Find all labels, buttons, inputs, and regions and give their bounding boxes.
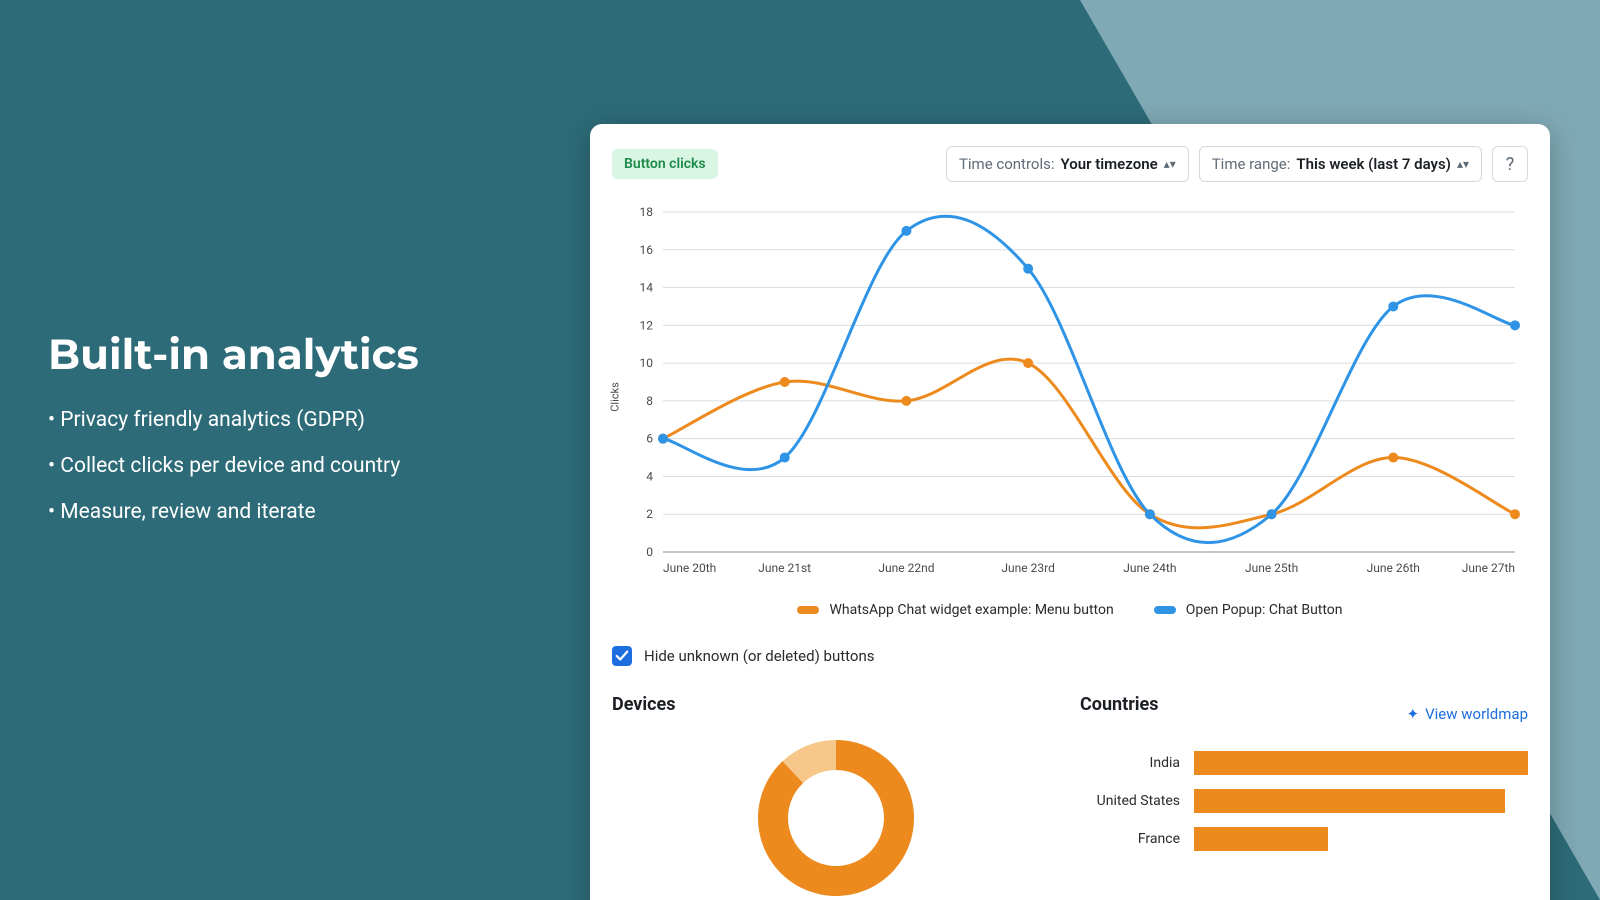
sparkle-icon: ✦ bbox=[1407, 705, 1420, 723]
line-chart-svg: 0 2 4 6 8 10 12 14 16 18 June 20th June 21st June 22… bbox=[612, 202, 1528, 592]
svg-text:10: 10 bbox=[640, 356, 654, 370]
help-button[interactable]: ? bbox=[1492, 146, 1528, 182]
country-bar-track bbox=[1194, 789, 1528, 813]
check-icon bbox=[615, 649, 629, 663]
sort-icon: ▴▾ bbox=[1457, 157, 1469, 171]
sort-icon: ▴▾ bbox=[1164, 157, 1176, 171]
analytics-panel: Button clicks Time controls: Your timezo… bbox=[590, 124, 1550, 900]
button-clicks-badge: Button clicks bbox=[612, 149, 718, 179]
marketing-copy: Built-in analytics Privacy friendly anal… bbox=[48, 330, 528, 546]
bullet-item: Privacy friendly analytics (GDPR) bbox=[48, 408, 528, 432]
svg-text:18: 18 bbox=[640, 205, 654, 219]
bullet-item: Measure, review and iterate bbox=[48, 500, 528, 524]
svg-text:June 23rd: June 23rd bbox=[1001, 561, 1054, 575]
svg-text:June 24th: June 24th bbox=[1123, 561, 1176, 575]
time-controls-select[interactable]: Time controls: Your timezone ▴▾ bbox=[946, 146, 1189, 182]
hide-unknown-checkbox[interactable] bbox=[612, 646, 632, 666]
lower-section: Devices Countries ✦ View worldmap India U… bbox=[612, 694, 1528, 900]
country-bar-row: India bbox=[1080, 751, 1528, 775]
legend-label: WhatsApp Chat widget example: Menu butto… bbox=[829, 602, 1113, 618]
legend-label: Open Popup: Chat Button bbox=[1186, 602, 1343, 618]
country-label: India bbox=[1080, 755, 1180, 771]
hide-unknown-label: Hide unknown (or deleted) buttons bbox=[644, 647, 874, 665]
view-worldmap-link[interactable]: ✦ View worldmap bbox=[1407, 705, 1528, 723]
legend-item: WhatsApp Chat widget example: Menu butto… bbox=[797, 602, 1113, 618]
legend-swatch bbox=[1154, 606, 1176, 614]
svg-text:8: 8 bbox=[646, 394, 653, 408]
country-bar-fill bbox=[1194, 789, 1505, 813]
country-bar-track bbox=[1194, 827, 1528, 851]
clicks-line-chart: Clicks 024681012141618June 20thJune 21st… bbox=[612, 202, 1528, 592]
svg-text:June 22nd: June 22nd bbox=[878, 561, 934, 575]
time-controls-label: Time controls: bbox=[959, 155, 1055, 173]
country-bar-row: France bbox=[1080, 827, 1528, 851]
help-icon: ? bbox=[1506, 154, 1515, 175]
country-label: United States bbox=[1080, 793, 1180, 809]
svg-text:2: 2 bbox=[646, 507, 653, 521]
svg-text:4: 4 bbox=[646, 469, 653, 483]
headline: Built-in analytics bbox=[48, 330, 528, 378]
countries-bar-chart: India United States France bbox=[1080, 751, 1528, 851]
time-range-select[interactable]: Time range: This week (last 7 days) ▴▾ bbox=[1199, 146, 1482, 182]
toolbar-right: Time controls: Your timezone ▴▾ Time ran… bbox=[946, 146, 1528, 182]
time-range-value: This week (last 7 days) bbox=[1296, 155, 1451, 173]
country-bar-fill bbox=[1194, 751, 1528, 775]
bullet-list: Privacy friendly analytics (GDPR) Collec… bbox=[48, 408, 528, 524]
countries-column: Countries ✦ View worldmap India United St… bbox=[1080, 694, 1528, 900]
country-label: France bbox=[1080, 831, 1180, 847]
svg-text:16: 16 bbox=[640, 243, 654, 257]
country-bar-track bbox=[1194, 751, 1528, 775]
promo-stage: Built-in analytics Privacy friendly anal… bbox=[0, 0, 1600, 900]
panel-toolbar: Button clicks Time controls: Your timezo… bbox=[612, 146, 1528, 182]
svg-text:12: 12 bbox=[640, 318, 654, 332]
svg-text:6: 6 bbox=[646, 432, 653, 446]
bullet-item: Collect clicks per device and country bbox=[48, 454, 528, 478]
country-bar-row: United States bbox=[1080, 789, 1528, 813]
devices-column: Devices bbox=[612, 694, 1060, 900]
svg-text:0: 0 bbox=[646, 545, 653, 559]
legend-item: Open Popup: Chat Button bbox=[1154, 602, 1343, 618]
legend-swatch bbox=[797, 606, 819, 614]
y-axis-label: Clicks bbox=[608, 382, 621, 412]
svg-text:June 27th: June 27th bbox=[1462, 561, 1515, 575]
countries-title: Countries bbox=[1080, 694, 1159, 715]
time-range-label: Time range: bbox=[1212, 155, 1291, 173]
chart-legend: WhatsApp Chat widget example: Menu butto… bbox=[612, 602, 1528, 618]
time-controls-value: Your timezone bbox=[1060, 155, 1157, 173]
devices-title: Devices bbox=[612, 694, 1060, 715]
svg-text:June 20th: June 20th bbox=[663, 561, 716, 575]
svg-text:June 25th: June 25th bbox=[1245, 561, 1298, 575]
country-bar-fill bbox=[1194, 827, 1328, 851]
svg-text:June 21st: June 21st bbox=[758, 561, 811, 575]
svg-text:14: 14 bbox=[640, 281, 654, 295]
hide-unknown-row: Hide unknown (or deleted) buttons bbox=[612, 646, 1528, 666]
devices-donut-chart bbox=[612, 733, 1060, 900]
worldmap-link-label: View worldmap bbox=[1425, 705, 1528, 723]
svg-text:June 26th: June 26th bbox=[1367, 561, 1420, 575]
donut-svg bbox=[751, 733, 921, 900]
